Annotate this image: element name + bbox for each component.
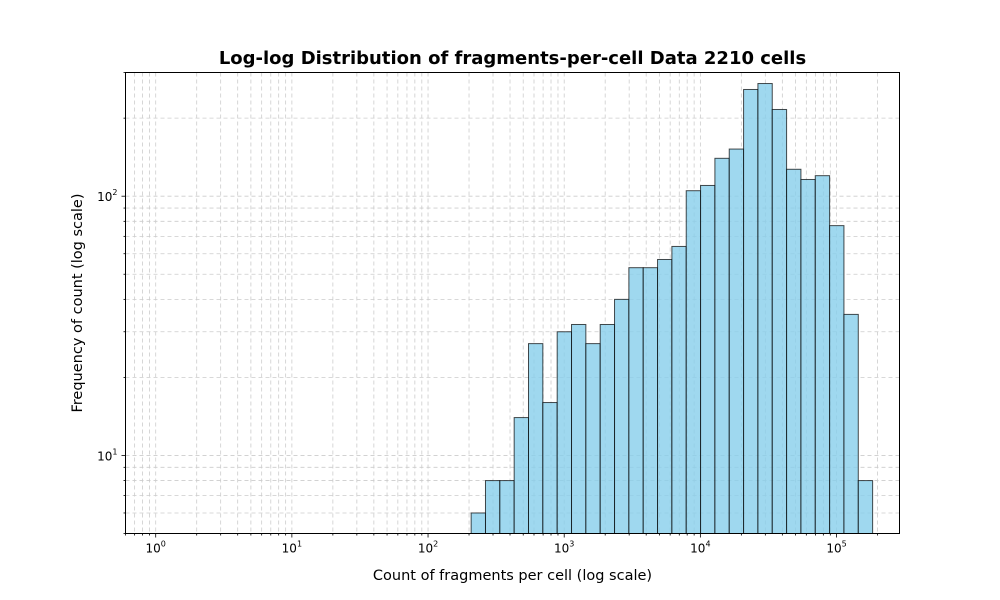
histogram-bars xyxy=(470,83,874,535)
histogram-bar xyxy=(542,402,558,534)
histogram-bar xyxy=(585,343,601,534)
x-tick-label: 100 xyxy=(146,540,166,556)
histogram-bar xyxy=(829,225,845,535)
y-tick-label: 102 xyxy=(97,188,117,204)
histogram-bar xyxy=(599,323,616,534)
histogram-bar xyxy=(786,168,802,534)
histogram-bar xyxy=(513,417,530,534)
histogram-bar xyxy=(857,480,874,535)
histogram-bar xyxy=(571,323,587,534)
plot-frame xyxy=(125,72,900,534)
histogram-bar xyxy=(743,88,759,534)
y-axis-label: Frequency of count (log scale) xyxy=(70,193,86,412)
x-tick-label: 104 xyxy=(690,540,710,556)
histogram-bar xyxy=(484,480,501,535)
x-tick-label: 105 xyxy=(826,540,846,556)
histogram-bar xyxy=(671,245,687,534)
y-tick-label: 101 xyxy=(97,447,117,463)
x-tick-label: 101 xyxy=(282,540,302,556)
x-tick-label: 103 xyxy=(554,540,574,556)
histogram-bar xyxy=(556,331,573,534)
histogram-bar xyxy=(685,190,702,535)
histogram-bar xyxy=(714,157,730,534)
histogram-bar xyxy=(614,298,630,534)
histogram-bar xyxy=(814,175,831,534)
histogram-bar xyxy=(642,267,659,534)
histogram-bar xyxy=(800,178,816,534)
histogram-bar xyxy=(843,313,859,535)
histogram-bar xyxy=(470,512,486,534)
histogram-bar xyxy=(499,480,515,535)
axis-ticks: 100 101 102 103 104 105 101 102 xyxy=(97,72,878,556)
chart-title: Log-log Distribution of fragments-per-ce… xyxy=(219,48,806,69)
histogram-bar xyxy=(757,83,773,534)
x-axis-label: Count of fragments per cell (log scale) xyxy=(373,568,652,584)
histogram-bar xyxy=(728,148,745,534)
x-tick-label: 102 xyxy=(418,540,438,556)
histogram-bar xyxy=(657,258,673,534)
histogram-bar xyxy=(700,184,716,534)
histogram-bar xyxy=(771,108,788,534)
histogram-bar xyxy=(628,267,644,534)
histogram-bar xyxy=(528,343,544,534)
